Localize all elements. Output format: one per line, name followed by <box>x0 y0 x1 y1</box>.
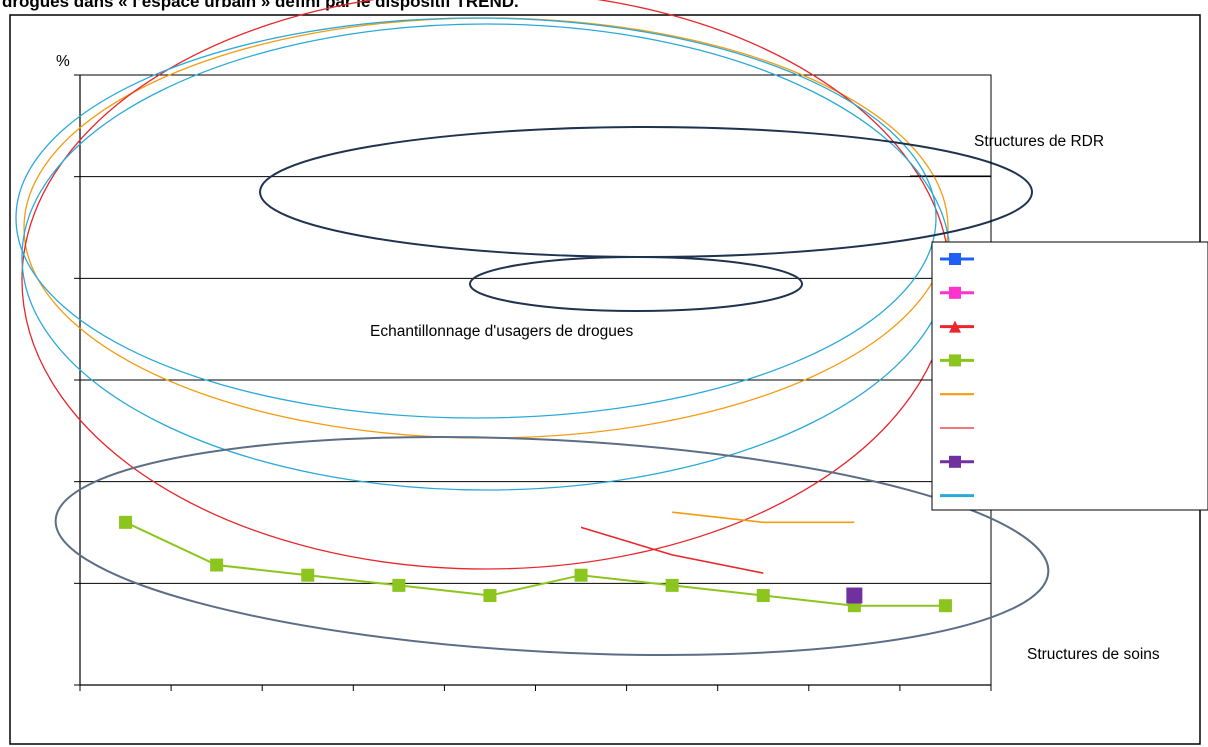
data-point <box>756 589 770 603</box>
series-line-1 <box>125 521 946 607</box>
series-layer <box>119 511 952 613</box>
ellipse-cyan-left <box>15 17 937 419</box>
legend-marker-2 <box>949 286 961 299</box>
legend-marker-1 <box>949 253 961 265</box>
gridlines <box>80 74 991 584</box>
data-point <box>574 568 588 582</box>
page-title: drogues dans « l’espace urbain » défini … <box>2 0 519 11</box>
legend-marker-4 <box>949 354 961 367</box>
data-point <box>846 587 863 604</box>
data-point <box>119 515 133 529</box>
ellipse-echantillonnage <box>469 256 803 312</box>
series-line-2 <box>672 511 855 524</box>
legend-bracket-top <box>899 74 1208 243</box>
data-point <box>392 578 406 592</box>
data-point <box>665 578 679 592</box>
legend-box <box>931 241 1208 511</box>
annotation-echantillonnage: Echantillonnage d'usagers de drogues <box>370 323 633 340</box>
ellipse-soins <box>54 435 1050 657</box>
series-line-3 <box>580 526 764 574</box>
data-point <box>210 558 224 572</box>
legend <box>899 74 1208 511</box>
annotation-rdr: Structures de RDR <box>974 133 1104 150</box>
data-point <box>483 589 497 603</box>
legend-marker-7 <box>949 455 961 468</box>
legend-marker-3 <box>949 320 961 333</box>
data-point <box>301 568 315 582</box>
annotation-soins: Structures de soins <box>1027 646 1160 663</box>
data-point <box>938 599 952 613</box>
y-axis-label: % <box>56 53 70 70</box>
